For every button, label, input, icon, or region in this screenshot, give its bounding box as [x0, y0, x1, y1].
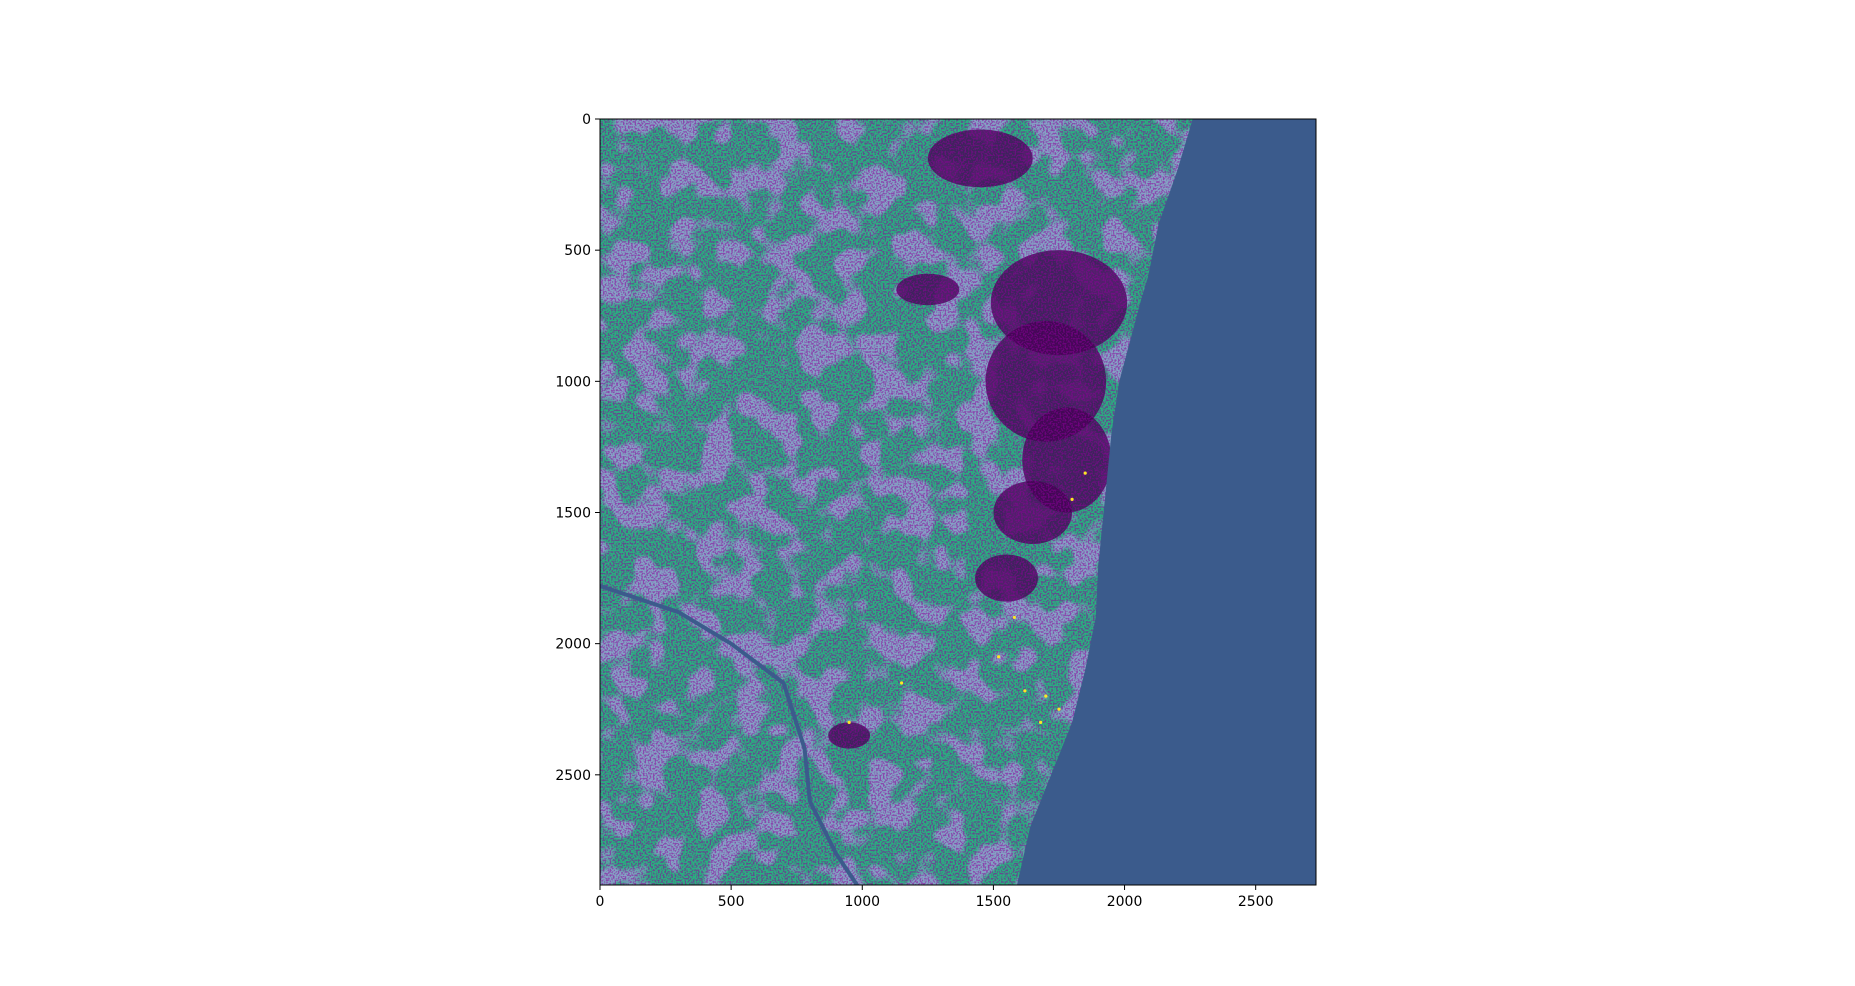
x-tick-label: 1500	[976, 894, 1012, 910]
y-tick-label: 2500	[555, 768, 591, 784]
river-channel	[600, 583, 859, 885]
bright-patch	[900, 681, 904, 685]
x-tick-label: 1000	[844, 894, 880, 910]
y-tick-label: 2000	[555, 637, 591, 653]
bright-patch	[1023, 689, 1027, 693]
y-tick-label: 1000	[555, 374, 591, 390]
plot-area	[600, 119, 1316, 885]
bright-patch	[1039, 720, 1043, 724]
y-tick-label: 0	[582, 112, 591, 128]
x-tick-label: 0	[596, 894, 605, 910]
x-tick-label: 500	[718, 894, 745, 910]
x-tick-label: 2000	[1107, 894, 1143, 910]
bright-patch	[997, 655, 1001, 659]
bright-patch	[1057, 707, 1061, 711]
bright-class-patches	[847, 471, 1087, 724]
bright-patch	[1070, 497, 1074, 501]
y-tick-label: 500	[564, 243, 591, 259]
y-tick-label: 1500	[555, 505, 591, 521]
bright-patch	[1083, 471, 1087, 475]
sea-class-area	[1017, 119, 1316, 885]
y-axis: 0 500 1000 1500 2000 2500	[555, 112, 600, 784]
bright-patch	[1012, 615, 1016, 620]
plot-frame	[599, 118, 1317, 886]
x-axis: 0 500 1000 1500 2000 2500	[596, 885, 1274, 910]
bright-patch	[1044, 694, 1048, 698]
x-tick-label: 2500	[1238, 894, 1274, 910]
bright-patch	[847, 720, 851, 724]
